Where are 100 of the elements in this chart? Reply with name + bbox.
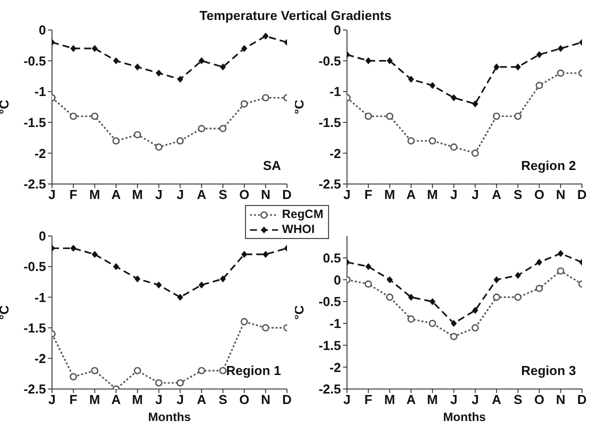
- x-axis-title: Months: [443, 410, 486, 424]
- x-tick-label: M: [132, 187, 143, 202]
- point: [450, 332, 458, 340]
- point: [472, 150, 479, 157]
- x-tick-label: N: [260, 392, 270, 408]
- annotation: SA: [262, 158, 281, 173]
- point: [219, 124, 227, 132]
- point: [70, 373, 78, 380]
- annotation: Region 2: [521, 158, 576, 173]
- point: [113, 57, 120, 64]
- point: [429, 298, 436, 306]
- y-tick-label: -0.5: [24, 259, 46, 274]
- point: [198, 281, 205, 288]
- x-tick-label: J: [155, 392, 162, 408]
- point: [556, 69, 564, 77]
- y-tick-label: -1: [329, 84, 341, 100]
- point: [113, 263, 120, 270]
- x-tick-label: J: [343, 392, 351, 408]
- point: [536, 82, 543, 90]
- y-tick-label: -1: [329, 316, 341, 332]
- x-tick-label: J: [176, 187, 184, 202]
- x-tick-label: J: [155, 187, 162, 202]
- point: [450, 94, 457, 102]
- point: [492, 294, 500, 301]
- x-tick-label: F: [69, 392, 78, 408]
- annotation: Region 1: [226, 363, 281, 378]
- y-tick-label: -1.5: [24, 115, 46, 130]
- point: [408, 76, 414, 83]
- legend-label: WHOI: [282, 222, 315, 237]
- y-tick-label: 0: [334, 272, 341, 288]
- point: [428, 137, 436, 145]
- y-tick-label: 0: [38, 22, 46, 38]
- point: [536, 258, 542, 266]
- x-tick-label: J: [48, 187, 56, 202]
- y-tick-label: -2.5: [318, 176, 341, 192]
- y-tick-label: -1.5: [318, 338, 341, 353]
- point: [92, 250, 98, 258]
- point: [558, 44, 564, 52]
- x-tick-label: A: [406, 392, 416, 408]
- point: [92, 44, 98, 52]
- point: [514, 63, 521, 70]
- point: [428, 320, 436, 328]
- point: [112, 137, 120, 145]
- point: [408, 294, 414, 301]
- x-tick-label: J: [472, 187, 479, 202]
- y-tick-label: -1.5: [318, 115, 341, 130]
- point: [134, 366, 142, 374]
- x-tick-label: N: [556, 392, 566, 408]
- y-tick-label: -2: [34, 351, 46, 366]
- x-tick-label: O: [534, 392, 544, 408]
- point: [241, 250, 248, 258]
- point: [134, 275, 140, 282]
- x-tick-label: O: [239, 187, 250, 202]
- x-tick-label: F: [364, 187, 372, 202]
- point: [240, 318, 248, 326]
- point: [386, 57, 393, 64]
- point: [70, 44, 76, 52]
- point: [386, 294, 394, 301]
- point: [407, 315, 415, 323]
- x-tick-label: J: [450, 187, 458, 202]
- x-tick-label: J: [472, 392, 479, 408]
- x-tick-label: A: [111, 187, 122, 202]
- point: [262, 94, 270, 102]
- y-tick-label: -1.5: [24, 320, 46, 336]
- point: [386, 112, 394, 120]
- point: [514, 272, 521, 279]
- y-tick-label: 0: [334, 22, 341, 38]
- point: [364, 112, 372, 120]
- chart-title: Temperature Vertical Gradients: [198, 8, 392, 23]
- x-tick-label: M: [384, 392, 396, 408]
- point: [558, 250, 564, 257]
- point: [240, 100, 248, 108]
- legend-label: RegCM: [282, 207, 324, 222]
- x-tick-label: J: [176, 392, 184, 408]
- x-tick-label: O: [534, 187, 544, 202]
- x-tick-label: D: [577, 392, 587, 408]
- point: [177, 294, 184, 301]
- point: [450, 320, 457, 327]
- point: [176, 379, 184, 387]
- point: [177, 76, 184, 83]
- x-tick-label: A: [111, 392, 122, 408]
- y-tick-label: -1: [34, 290, 46, 305]
- point: [472, 100, 478, 108]
- point: [155, 379, 162, 387]
- x-tick-label: N: [556, 187, 566, 202]
- x-axis-title: Months: [148, 410, 192, 424]
- point: [262, 324, 270, 332]
- x-tick-label: M: [89, 392, 100, 408]
- point: [364, 280, 372, 288]
- point: [494, 276, 500, 284]
- point: [91, 366, 98, 374]
- point: [241, 44, 248, 52]
- point: [450, 143, 458, 151]
- point: [429, 82, 436, 89]
- x-tick-label: A: [406, 187, 416, 202]
- point: [220, 63, 226, 70]
- x-tick-label: D: [577, 187, 587, 202]
- x-tick-label: J: [48, 392, 56, 408]
- x-tick-label: D: [282, 392, 292, 408]
- y-tick-label: -2.5: [24, 382, 46, 397]
